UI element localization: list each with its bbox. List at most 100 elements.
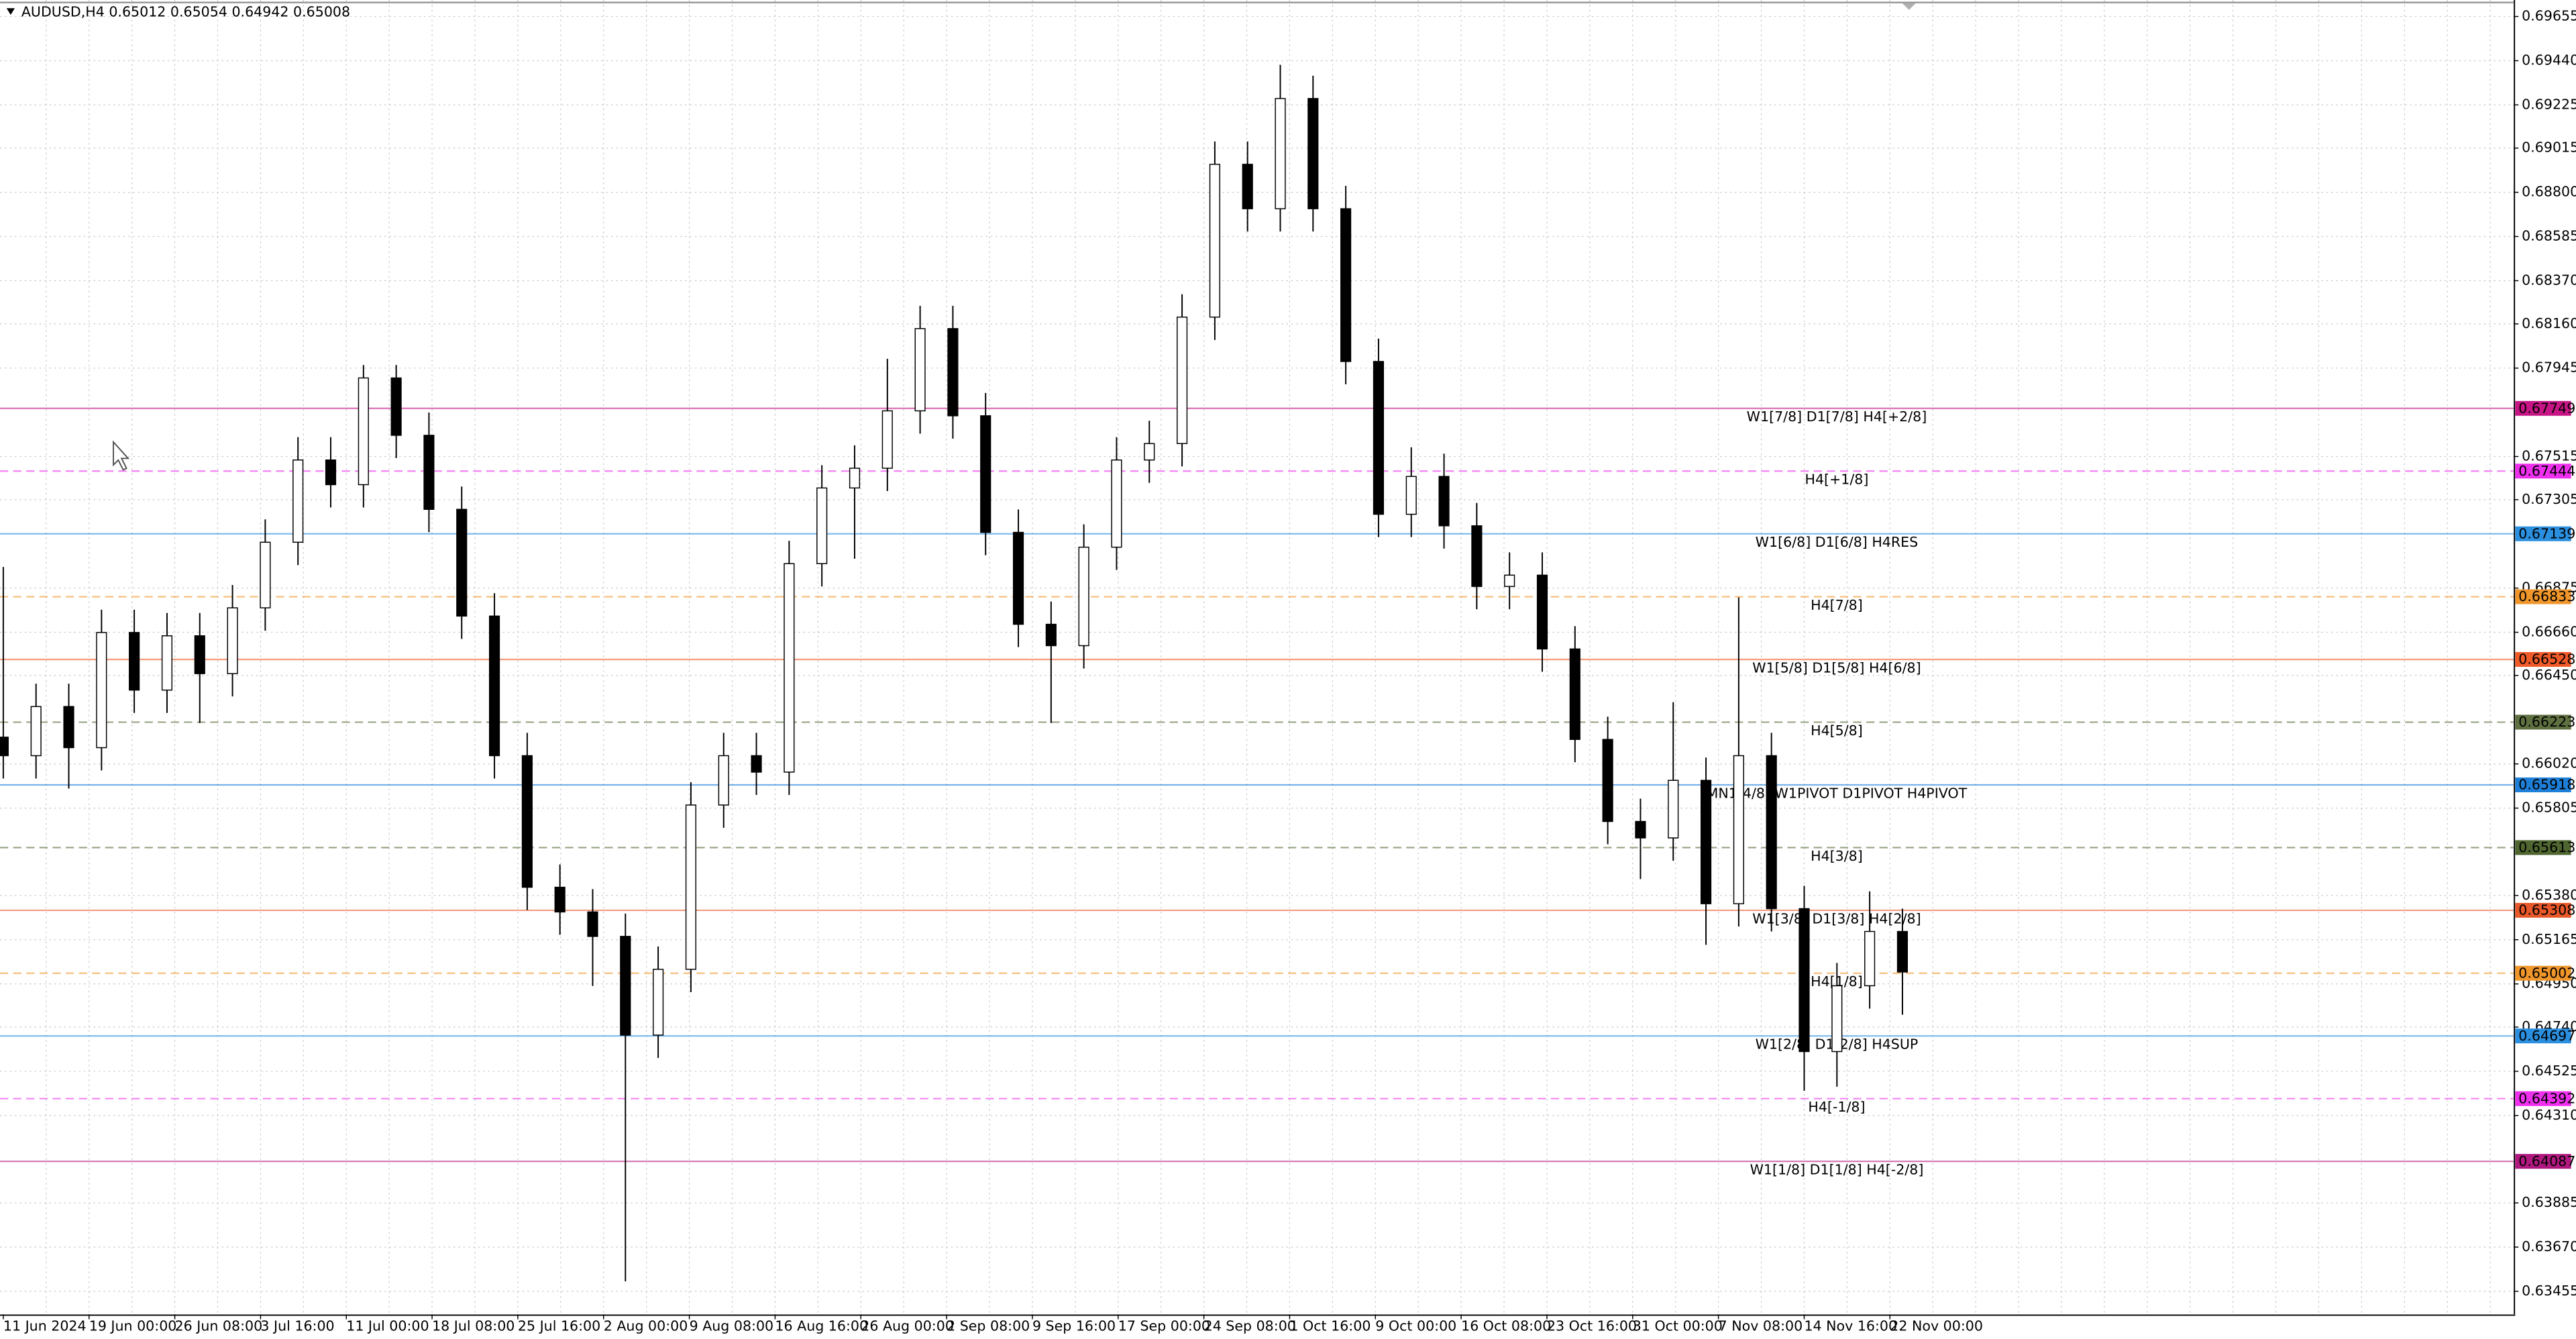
candle-body	[390, 377, 402, 436]
dropdown-icon[interactable]	[6, 8, 15, 15]
price-tag	[2515, 464, 2571, 479]
level-label: MN1[4/8] W1PIVOT D1PIVOT H4PIVOT	[1707, 785, 1968, 801]
candle-body	[1602, 739, 1613, 822]
candle-body	[129, 632, 140, 691]
price-tag-label: 0.65918	[2518, 777, 2575, 793]
level-label: H4[+1/8]	[1805, 472, 1868, 488]
candle-body	[554, 886, 566, 913]
x-tick-label: 16 Oct 08:00	[1461, 1318, 1551, 1334]
scroll-marker	[1902, 3, 1916, 10]
candle-body	[1733, 755, 1744, 904]
price-tag	[2515, 1028, 2571, 1044]
x-tick-label: 11 Jul 00:00	[346, 1318, 429, 1334]
y-tick-label: 0.67305	[2522, 491, 2576, 507]
price-tag-label: 0.67749	[2518, 400, 2575, 416]
y-tick-label: 0.66660	[2522, 624, 2576, 640]
x-tick-label: 11 Jun 2024	[3, 1318, 87, 1334]
candle-body	[521, 755, 533, 888]
candle-body	[751, 755, 762, 773]
y-tick-label: 0.66020	[2522, 755, 2576, 771]
price-tag-label: 0.66833	[2518, 588, 2575, 604]
candle-body	[1307, 98, 1319, 209]
price-tag-label: 0.67444	[2518, 463, 2575, 479]
x-tick-label: 7 Nov 08:00	[1719, 1318, 1803, 1334]
candle-body	[1177, 316, 1188, 444]
x-tick-label: 17 Sep 00:00	[1118, 1318, 1210, 1334]
candle-body	[1012, 531, 1024, 625]
price-tag-label: 0.65308	[2518, 902, 2575, 918]
candle-body	[96, 632, 107, 749]
x-tick-label: 2 Sep 08:00	[947, 1318, 1030, 1334]
candle-body	[1340, 208, 1352, 362]
price-tag	[2515, 965, 2571, 981]
candle-body	[488, 615, 500, 757]
candle-body	[1078, 546, 1089, 647]
y-tick-label: 0.69440	[2522, 52, 2576, 68]
level-label: W1[1/8] D1[1/8] H4[-2/8]	[1750, 1162, 1924, 1178]
mouse-cursor	[113, 440, 130, 471]
y-tick-label: 0.69655	[2522, 8, 2576, 24]
price-tag	[2515, 902, 2571, 918]
candle-body	[914, 328, 926, 412]
candle-body	[1471, 525, 1483, 587]
x-tick-label: 19 Jun 00:00	[89, 1318, 177, 1334]
price-tag	[2515, 589, 2571, 604]
y-tick-label: 0.69225	[2522, 96, 2576, 112]
candle-body	[1111, 459, 1122, 548]
y-tick-label: 0.65165	[2522, 931, 2576, 947]
candle-body	[1242, 164, 1253, 209]
y-tick-label: 0.65380	[2522, 887, 2576, 903]
price-tag-label: 0.66528	[2518, 651, 2575, 667]
grid	[0, 0, 2514, 1315]
candle-body	[1209, 164, 1220, 318]
candle-body	[1536, 574, 1548, 650]
level-label: H4[5/8]	[1811, 722, 1863, 739]
price-tag-label: 0.64392	[2518, 1090, 2575, 1106]
y-tick-label: 0.64310	[2522, 1107, 2576, 1123]
price-tag	[2515, 714, 2571, 730]
candle-body	[1373, 361, 1385, 515]
candle-body	[325, 459, 337, 486]
x-tick-label: 9 Sep 16:00	[1032, 1318, 1116, 1334]
x-tick-label: 2 Aug 00:00	[604, 1318, 688, 1334]
candle-body	[1275, 98, 1286, 209]
y-tick-label: 0.67515	[2522, 447, 2576, 464]
candle-body	[456, 508, 468, 617]
price-tag-label: 0.64697	[2518, 1028, 2575, 1044]
price-tag	[2515, 651, 2571, 667]
price-tag-label: 0.65613	[2518, 839, 2575, 855]
x-tick-label: 1 Oct 16:00	[1289, 1318, 1371, 1334]
candle-body	[980, 415, 991, 533]
price-tag	[2515, 777, 2571, 792]
y-tick-label: 0.68370	[2522, 272, 2576, 288]
level-label: H4[7/8]	[1811, 597, 1863, 613]
x-tick-label: 22 Nov 00:00	[1890, 1318, 1983, 1334]
candle-body	[161, 635, 173, 691]
candle-body	[292, 459, 304, 543]
candle-body	[0, 737, 9, 757]
candle-body	[63, 706, 74, 749]
level-label: H4[-1/8]	[1808, 1099, 1865, 1115]
y-tick-label: 0.68800	[2522, 184, 2576, 200]
candle-body	[1144, 443, 1155, 461]
y-tick-label: 0.64525	[2522, 1063, 2576, 1079]
candle-body	[1831, 985, 1843, 1053]
y-tick-label: 0.68585	[2522, 228, 2576, 244]
candle-body	[685, 804, 697, 970]
candle-body	[1569, 648, 1580, 740]
candle-body	[849, 468, 861, 489]
chart-title: AUDUSD,H4 0.65012 0.65054 0.64942 0.6500…	[21, 3, 350, 19]
y-tick-label: 0.63670	[2522, 1238, 2576, 1254]
x-tick-label: 16 Aug 16:00	[775, 1318, 868, 1334]
candle-body	[1799, 908, 1810, 1053]
x-tick-label: 3 Jul 16:00	[260, 1318, 334, 1334]
x-tick-label: 24 Sep 08:00	[1204, 1318, 1296, 1334]
candle-body	[587, 911, 598, 937]
x-tick-label: 9 Oct 00:00	[1375, 1318, 1456, 1334]
y-tick-label: 0.65805	[2522, 800, 2576, 816]
candle-body	[1896, 930, 1908, 973]
y-tick-label: 0.69015	[2522, 140, 2576, 156]
